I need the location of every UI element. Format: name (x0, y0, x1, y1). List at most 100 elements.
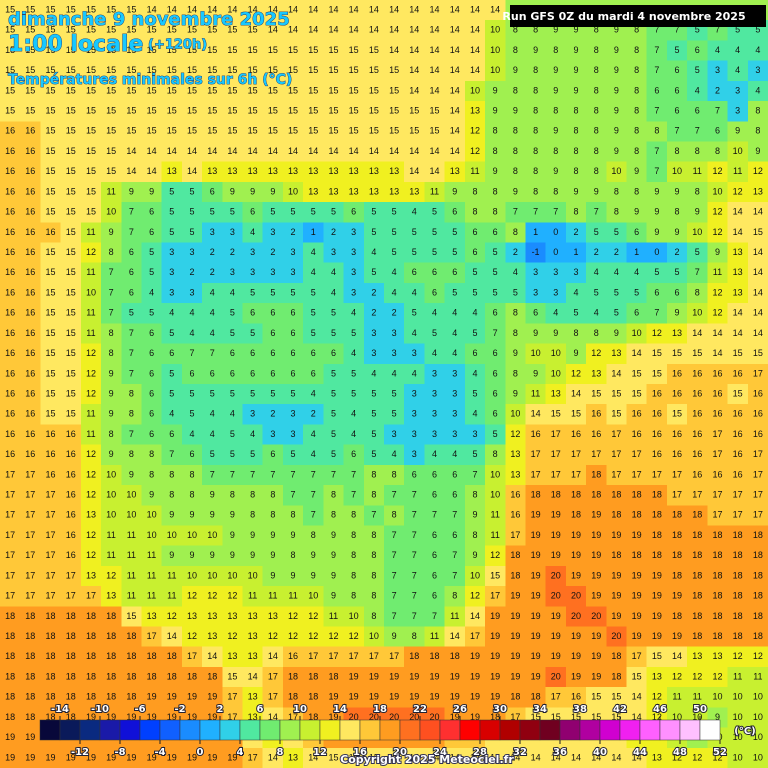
temperature-value: 14 (753, 328, 763, 338)
temperature-value: 15 (207, 45, 217, 55)
temperature-value: 9 (493, 106, 498, 116)
temperature-cell (0, 222, 21, 244)
temperature-value: 4 (634, 267, 639, 277)
temperature-cell (20, 202, 41, 223)
temperature-value: 14 (268, 146, 278, 156)
temperature-value: 7 (513, 207, 518, 217)
temperature-value: 15 (430, 126, 440, 136)
legend-swatch (399, 719, 421, 741)
temperature-cell (424, 40, 446, 62)
temperature-value: 15 (126, 85, 136, 95)
legend-swatch (479, 719, 501, 741)
temperature-cell (444, 242, 466, 264)
temperature-value: 17 (733, 510, 743, 520)
temperature-value: 4 (210, 308, 215, 318)
temperature-cell (586, 202, 607, 223)
temperature-cell (181, 242, 203, 264)
temperature-cell (262, 262, 284, 284)
temperature-cell (60, 303, 82, 324)
temperature-cell (60, 40, 82, 62)
temperature-value: 8 (311, 530, 316, 540)
temperature-cell (202, 60, 223, 82)
temperature-cell (161, 121, 183, 142)
temperature-cell (303, 80, 324, 102)
temperature-value: 16 (5, 247, 15, 257)
temperature-cell (181, 181, 203, 203)
temperature-value: 18 (207, 671, 217, 681)
temperature-value: 17 (531, 449, 541, 459)
temperature-value: 17 (46, 570, 56, 580)
temperature-cell (161, 40, 183, 62)
temperature-cell (606, 202, 628, 223)
temperature-value: 8 (533, 25, 538, 35)
temperature-value: 15 (66, 287, 76, 297)
temperature-cell (687, 202, 708, 223)
temperature-value: 4 (311, 449, 316, 459)
temperature-value: 14 (733, 328, 743, 338)
temperature-cell (323, 0, 345, 21)
temperature-value: 12 (712, 287, 722, 297)
temperature-value: 15 (106, 65, 116, 75)
temperature-value: 6 (149, 368, 154, 378)
temperature-cell (464, 121, 486, 142)
temperature-value: 15 (46, 267, 56, 277)
temperature-value: 14 (147, 4, 157, 14)
legend-swatch (499, 719, 521, 741)
temperature-value: 15 (46, 409, 56, 419)
temperature-cell (565, 121, 587, 142)
temperature-value: 7 (452, 510, 457, 520)
temperature-cell (384, 60, 405, 82)
temperature-value: 11 (147, 591, 156, 601)
temperature-value: 16 (25, 429, 35, 439)
temperature-value: 7 (311, 490, 316, 500)
temperature-value: 4 (189, 308, 194, 318)
temperature-value: 7 (392, 550, 397, 560)
temperature-cell (363, 262, 385, 284)
temperature-cell (606, 161, 628, 183)
temperature-cell (121, 181, 142, 203)
temperature-value: 17 (5, 490, 15, 500)
temperature-value: 14 (470, 65, 480, 75)
temperature-value: 10 (126, 510, 136, 520)
temperature-value: 9 (250, 550, 255, 560)
temperature-cell (161, 222, 183, 244)
temperature-cell (646, 141, 668, 163)
temperature-cell (404, 282, 425, 304)
temperature-value: 6 (493, 348, 498, 358)
temperature-cell (707, 121, 729, 142)
temperature-value: 5 (230, 207, 235, 217)
temperature-value: 18 (25, 631, 35, 641)
temperature-value: 11 (86, 409, 95, 419)
temperature-value: 14 (712, 328, 722, 338)
temperature-cell (343, 222, 365, 244)
temperature-value: 3 (432, 429, 437, 439)
temperature-value: 16 (692, 429, 702, 439)
temperature-value: 2 (371, 287, 376, 297)
temperature-cell (464, 101, 486, 122)
temperature-cell (545, 222, 567, 244)
temperature-value: 4 (735, 45, 740, 55)
temperature-value: 6 (129, 247, 134, 257)
temperature-value: 13 (591, 368, 601, 378)
legend-swatch (299, 719, 321, 741)
temperature-cell (666, 262, 688, 284)
temperature-cell (80, 181, 102, 203)
temperature-cell (20, 222, 41, 244)
temperature-value: 9 (210, 550, 215, 560)
temperature-value: 15 (389, 85, 399, 95)
temperature-cell (242, 202, 264, 223)
temperature-cell (303, 101, 324, 122)
temperature-value: 16 (5, 146, 15, 156)
temperature-cell (343, 101, 365, 122)
temperature-cell (485, 262, 506, 284)
temperature-cell (343, 202, 365, 223)
temperature-value: 8 (594, 106, 599, 116)
temperature-value: 6 (351, 207, 356, 217)
temperature-value: 15 (187, 45, 197, 55)
temperature-value: 20 (551, 591, 561, 601)
legend-swatch (519, 719, 541, 741)
temperature-cell (161, 262, 183, 284)
temperature-value: 14 (450, 126, 460, 136)
temperature-value: 10 (490, 25, 500, 35)
temperature-value: 18 (551, 490, 561, 500)
